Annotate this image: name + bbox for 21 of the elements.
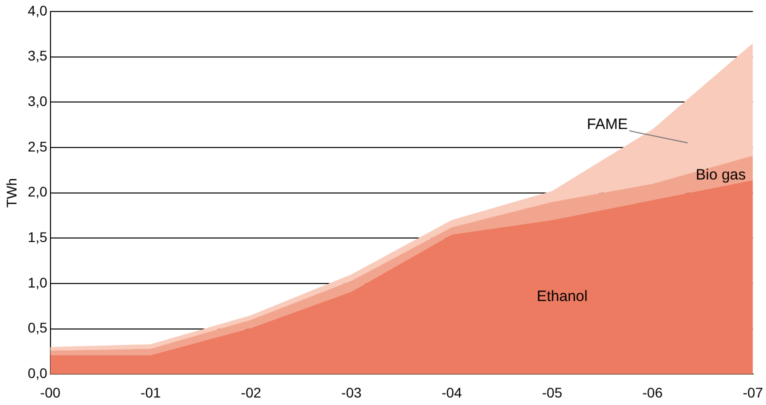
x-tick-label: -03 [341, 384, 362, 400]
x-tick-label: -02 [240, 384, 262, 400]
y-tick-label: 4,0 [28, 2, 48, 18]
x-tick-label: -01 [140, 384, 161, 400]
series-label: Bio gas [696, 166, 746, 184]
x-tick-label: -07 [742, 384, 764, 400]
y-tick-label: 3,5 [28, 48, 48, 64]
y-tick-label: 3,0 [28, 92, 48, 109]
x-tick-label: -06 [642, 384, 663, 400]
series-label: Ethanol [536, 288, 588, 306]
y-tick-label: 0,0 [28, 365, 48, 382]
x-tick-label: -05 [542, 384, 562, 400]
y-tick-label: 2,0 [28, 184, 48, 200]
y-axis-title: TWh [3, 178, 20, 208]
y-tick-label: 0,5 [28, 320, 48, 336]
y-tick-label: 1,0 [28, 274, 48, 290]
y-tick-label: 1,5 [28, 229, 48, 246]
series-label: FAME [586, 116, 628, 133]
x-tick-label: -04 [442, 384, 462, 400]
y-tick-label: 2,5 [28, 138, 48, 154]
x-tick-label: -00 [40, 384, 61, 400]
